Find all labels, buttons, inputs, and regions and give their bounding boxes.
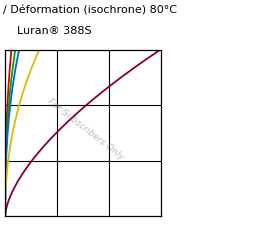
Text: Luran® 388S: Luran® 388S bbox=[3, 26, 91, 36]
Text: / Déformation (isochrone) 80°C: / Déformation (isochrone) 80°C bbox=[3, 6, 177, 16]
Text: For Subscribers Only: For Subscribers Only bbox=[46, 97, 126, 162]
